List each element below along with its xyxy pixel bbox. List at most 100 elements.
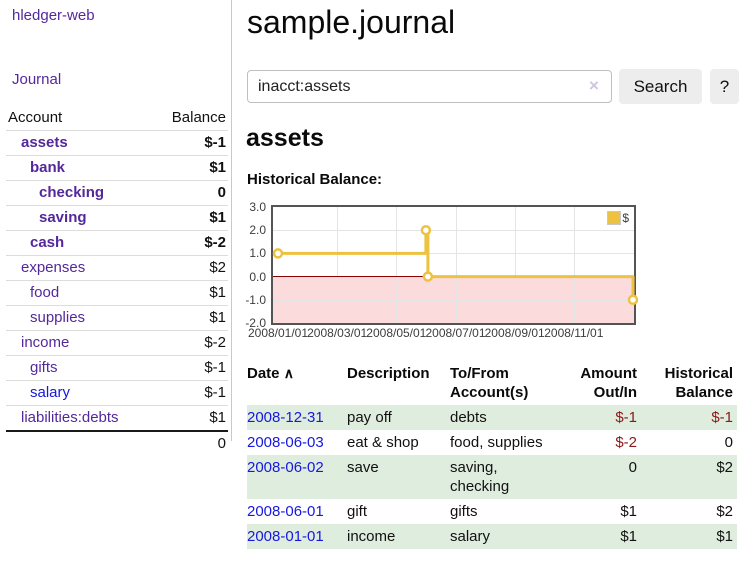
transaction-balance-cell: $2: [716, 459, 733, 476]
register-header-date[interactable]: Date ∧: [247, 362, 347, 405]
account-cell: supplies: [6, 306, 153, 331]
account-balance: $-1: [204, 134, 226, 151]
data-point-marker: [627, 294, 639, 306]
y-axis-tick-label: -2.0: [245, 316, 266, 330]
accounts-total-spacer: [6, 431, 153, 456]
h-gridline: [273, 300, 634, 301]
search-input[interactable]: [247, 70, 612, 103]
account-link[interactable]: supplies: [30, 309, 86, 326]
x-axis-tick-label: 2008/09/01: [484, 326, 545, 340]
transaction-row: 2008-06-01 gift gifts $1 $2: [247, 499, 737, 524]
chart-plot-area: $: [271, 205, 639, 325]
transaction-amount-cell: $1: [620, 503, 637, 520]
transaction-accounts-cell: gifts: [450, 503, 478, 520]
transaction-description-cell: gift: [347, 503, 368, 520]
accounts-table-header-row: Account Balance: [6, 106, 228, 131]
balance-column-header: Balance: [171, 109, 226, 126]
clear-search-icon[interactable]: ×: [589, 76, 599, 95]
y-axis-tick-label: 2.0: [249, 223, 266, 238]
data-point-marker: [272, 248, 284, 259]
accounts-total-row: 0: [6, 431, 228, 456]
account-row: expenses $2: [6, 255, 228, 281]
account-balance: $1: [209, 284, 226, 301]
transaction-date-cell: 2008-12-31: [247, 405, 347, 430]
account-cell: assets: [6, 131, 153, 156]
account-cell: saving: [6, 206, 153, 231]
series-path: [278, 228, 635, 300]
transaction-date-cell: 2008-06-01: [247, 499, 347, 524]
chart-negative-region: [273, 276, 634, 323]
account-balance: $1: [209, 409, 226, 426]
x-axis-tick-label: 2008/11/01: [544, 326, 604, 340]
account-row: saving $1: [6, 205, 228, 231]
account-link[interactable]: saving: [39, 209, 87, 226]
chart-legend: $: [607, 211, 629, 225]
app-title-link[interactable]: hledger-web: [12, 7, 95, 24]
register-header-amount: Amount Out/In: [580, 365, 637, 401]
account-row: income $-2: [6, 330, 228, 356]
account-link[interactable]: cash: [30, 234, 65, 251]
transaction-amount-cell: $-1: [615, 409, 637, 426]
register-header-account: To/From Account(s): [450, 365, 529, 401]
transaction-balance-cell: $-1: [711, 409, 733, 426]
account-link[interactable]: food: [30, 284, 60, 301]
chart-series-line: [272, 224, 639, 306]
h-gridline: [273, 253, 634, 254]
transaction-row: 2008-12-31 pay off debts $-1 $-1: [247, 405, 737, 430]
account-balance: $1: [209, 159, 226, 176]
transaction-date-link[interactable]: 2008-06-01: [247, 503, 324, 520]
page-title: sample.journal: [247, 4, 456, 40]
account-link[interactable]: assets: [21, 134, 68, 151]
transaction-date-link[interactable]: 2008-06-03: [247, 434, 324, 451]
account-row: assets $-1: [6, 130, 228, 156]
transaction-date-link[interactable]: 2008-06-02: [247, 459, 324, 476]
transaction-amount-cell: $-2: [615, 434, 637, 451]
account-link[interactable]: salary: [30, 384, 71, 401]
data-point-marker: [420, 224, 432, 236]
account-row: salary $-1: [6, 380, 228, 406]
transaction-date-link[interactable]: 2008-01-01: [247, 528, 324, 545]
account-column-header: Account: [8, 109, 63, 126]
accounts-table: Account Balance assets $-1 bank $1 check…: [6, 106, 228, 456]
register-table: Date ∧ Description To/From Account(s) Am…: [247, 362, 737, 549]
account-link[interactable]: bank: [30, 159, 66, 176]
transaction-date-link[interactable]: 2008-12-31: [247, 409, 324, 426]
account-link[interactable]: checking: [39, 184, 105, 201]
accounts-total-value: 0: [217, 435, 226, 452]
data-point-marker: [422, 271, 434, 282]
account-cell: food: [6, 281, 153, 306]
search-button[interactable]: Search: [619, 69, 702, 104]
account-row: food $1: [6, 280, 228, 306]
account-cell: gifts: [6, 356, 153, 381]
transaction-date-cell: 2008-06-03: [247, 430, 347, 455]
sort-asc-icon: ∧: [283, 365, 294, 381]
account-cell: income: [6, 331, 153, 356]
transaction-description-cell: save: [347, 459, 379, 476]
transaction-balance-cell: 0: [724, 434, 733, 451]
sidebar-item-journal[interactable]: Journal: [12, 71, 62, 88]
sidebar: hledger-web Journal Account Balance asse…: [0, 0, 232, 452]
transaction-accounts-cell: salary: [450, 528, 491, 545]
account-cell: salary: [6, 381, 153, 406]
register-header-row: Date ∧ Description To/From Account(s) Am…: [247, 362, 737, 405]
chart-section-label: Historical Balance:: [247, 171, 383, 188]
account-link[interactable]: income: [21, 334, 70, 351]
y-axis-tick-label: 0.0: [249, 269, 266, 284]
v-gridline: [396, 207, 397, 323]
account-link[interactable]: expenses: [21, 259, 86, 276]
account-link[interactable]: liabilities:debts: [21, 409, 119, 426]
help-button[interactable]: ?: [710, 69, 739, 104]
account-row: liabilities:debts $1: [6, 405, 228, 432]
legend-label: $: [622, 211, 629, 225]
account-cell: bank: [6, 156, 153, 181]
transaction-description-cell: income: [347, 528, 396, 545]
account-balance: 0: [217, 184, 226, 201]
account-balance: $-2: [204, 234, 226, 251]
register-header-description: Description: [347, 365, 430, 382]
transaction-date-cell: 2008-01-01: [247, 524, 347, 549]
h-gridline: [273, 230, 634, 231]
account-link[interactable]: gifts: [30, 359, 58, 376]
transaction-amount-cell: $1: [620, 528, 637, 545]
date-header-label: Date: [247, 365, 280, 382]
y-axis-tick-label: 3.0: [249, 200, 266, 214]
